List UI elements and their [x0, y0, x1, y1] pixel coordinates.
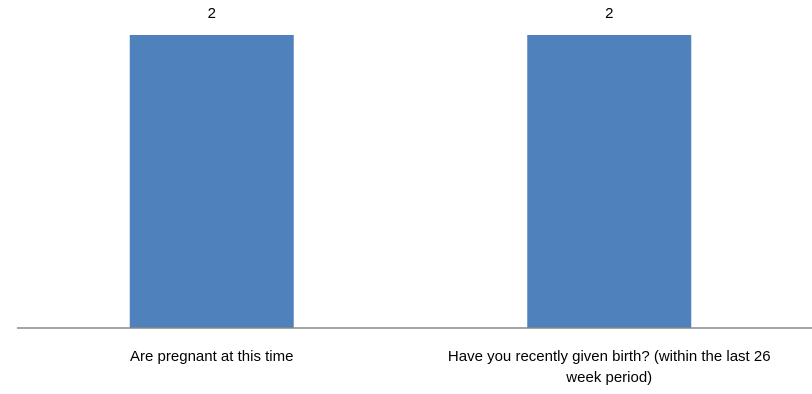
labels-layer: 2 Are pregnant at this time 2 Have you rece… [130, 5, 771, 386]
bars-layer [129, 35, 692, 328]
category-label-1-line-1: week period) [565, 369, 652, 386]
category-label-0-line-0: Are pregnant at this time [130, 348, 293, 365]
bar-0 [129, 35, 294, 328]
category-label-1-line-0: Have you recently given birth? (within t… [448, 348, 771, 365]
data-label-0: 2 [208, 5, 216, 22]
data-label-1: 2 [605, 5, 613, 22]
bar-1 [527, 35, 692, 328]
